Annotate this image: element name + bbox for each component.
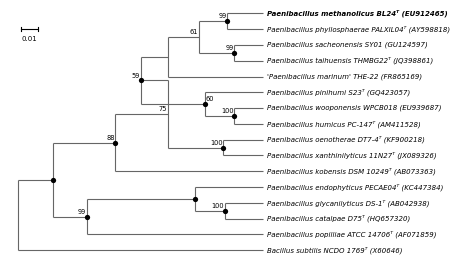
Text: 100: 100 (210, 140, 223, 146)
Text: Paenibacillus catalpae D75ᵀ (HQ657320): Paenibacillus catalpae D75ᵀ (HQ657320) (266, 215, 410, 222)
Text: Paenibacillus methanolicus BL24ᵀ (EU912465): Paenibacillus methanolicus BL24ᵀ (EU9124… (266, 10, 447, 17)
Text: Paenibacillus humicus PC-147ᵀ (AM411528): Paenibacillus humicus PC-147ᵀ (AM411528) (266, 120, 420, 128)
Text: Paenibacillus popilliae ATCC 14706ᵀ (AF071859): Paenibacillus popilliae ATCC 14706ᵀ (AF0… (266, 231, 436, 238)
Text: Paenibacillus endophyticus PECAE04ᵀ (KC447384): Paenibacillus endophyticus PECAE04ᵀ (KC4… (266, 183, 443, 191)
Text: Paenibacillus pinihumi S23ᵀ (GQ423057): Paenibacillus pinihumi S23ᵀ (GQ423057) (266, 89, 410, 96)
Text: Bacillus subtilis NCDO 1769ᵀ (X60646): Bacillus subtilis NCDO 1769ᵀ (X60646) (266, 247, 402, 254)
Text: 99: 99 (225, 45, 233, 51)
Text: 61: 61 (190, 29, 198, 35)
Text: Paenibacillus sacheonensis SY01 (GU124597): Paenibacillus sacheonensis SY01 (GU12459… (266, 42, 428, 48)
Text: 75: 75 (159, 106, 167, 112)
Text: Paenibacillus taihuensis THMBG22ᵀ (JQ398861): Paenibacillus taihuensis THMBG22ᵀ (JQ398… (266, 57, 433, 64)
Text: 99: 99 (78, 209, 86, 215)
Text: Paenibacillus glycanilyticus DS-1ᵀ (AB042938): Paenibacillus glycanilyticus DS-1ᵀ (AB04… (266, 199, 429, 207)
Text: 59: 59 (132, 73, 140, 79)
Text: 60: 60 (205, 96, 214, 102)
Text: Paenibacillus xanthinilyticus 11N27ᵀ (JX089326): Paenibacillus xanthinilyticus 11N27ᵀ (JX… (266, 152, 436, 159)
Text: 100: 100 (211, 203, 224, 209)
Text: Paenibacillus phyllosphaerae PALXIL04ᵀ (AY598818): Paenibacillus phyllosphaerae PALXIL04ᵀ (… (266, 25, 450, 33)
Text: 99: 99 (219, 13, 227, 19)
Text: Paenibacillus kobensis DSM 10249ᵀ (AB073363): Paenibacillus kobensis DSM 10249ᵀ (AB073… (266, 167, 436, 175)
Text: Paenibacillus oenotherae DT7-4ᵀ (KF900218): Paenibacillus oenotherae DT7-4ᵀ (KF90021… (266, 136, 425, 143)
Text: 0.01: 0.01 (22, 36, 37, 42)
Text: Paenibacillus wooponensis WPCB018 (EU939687): Paenibacillus wooponensis WPCB018 (EU939… (266, 105, 441, 111)
Text: 100: 100 (221, 108, 233, 114)
Text: 'Paenibacillus marinum' THE-22 (FR865169): 'Paenibacillus marinum' THE-22 (FR865169… (266, 73, 422, 80)
Text: 88: 88 (106, 135, 115, 141)
